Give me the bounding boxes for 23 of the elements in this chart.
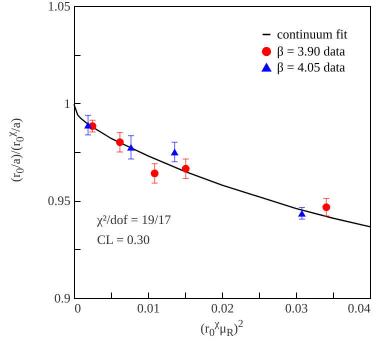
legend-label: β = 4.05 data bbox=[277, 60, 346, 74]
point bbox=[322, 203, 330, 212]
point bbox=[170, 148, 179, 156]
x-tick-label: 0 bbox=[74, 300, 81, 316]
annotation: CL = 0.30 bbox=[97, 232, 150, 248]
x-tick-label: 0.01 bbox=[137, 300, 160, 316]
point bbox=[298, 210, 306, 217]
x-tick-label: 0.02 bbox=[211, 300, 234, 316]
y-tick-label: 0.95 bbox=[48, 193, 70, 208]
point bbox=[116, 138, 124, 146]
annotation: χ²/dof = 19/17 bbox=[97, 212, 172, 228]
x-tick-label: 0.04 bbox=[348, 300, 371, 316]
x-axis-title: (r$_{0}$$^{χ}$μ$_{R}$)$^{2}$ bbox=[200, 318, 244, 339]
point bbox=[84, 122, 92, 128]
point bbox=[182, 164, 190, 173]
point bbox=[127, 144, 135, 151]
legend-label: continuum fit bbox=[277, 26, 348, 42]
legend-label: β = 3.90 data bbox=[277, 44, 346, 58]
y-tick-label: 1.05 bbox=[48, 0, 70, 14]
point bbox=[150, 170, 159, 178]
y-tick-label: 1 bbox=[64, 96, 70, 111]
y-tick-label: 0.9 bbox=[54, 290, 70, 306]
x-tick-label: 0.03 bbox=[285, 300, 308, 316]
